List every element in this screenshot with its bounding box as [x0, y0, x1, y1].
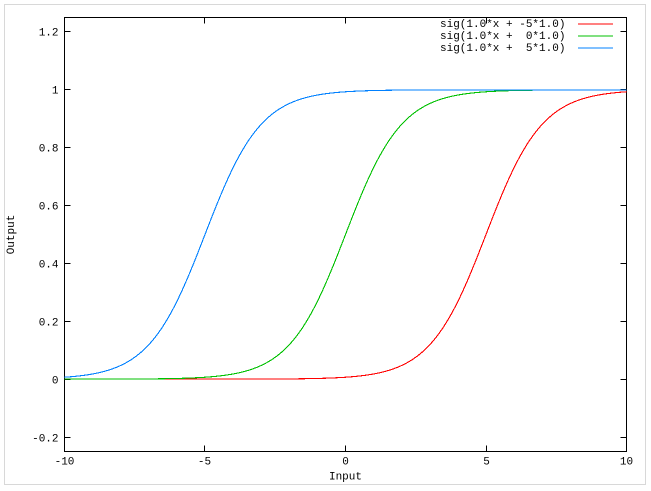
svg-text:sig(1.0*x + 5*1.0): sig(1.0*x + 5*1.0)	[440, 43, 565, 55]
svg-text:sig(1.0*x + -5*1.0): sig(1.0*x + -5*1.0)	[440, 19, 565, 31]
svg-text:1: 1	[52, 86, 59, 98]
svg-text:0.6: 0.6	[39, 202, 59, 214]
svg-text:sig(1.0*x + 0*1.0): sig(1.0*x + 0*1.0)	[440, 31, 565, 43]
svg-text:1.2: 1.2	[39, 28, 59, 40]
svg-text:Output: Output	[6, 215, 18, 255]
svg-text:5: 5	[483, 457, 490, 469]
svg-text:10: 10	[620, 457, 633, 469]
svg-text:0: 0	[52, 376, 59, 388]
svg-text:-10: -10	[55, 457, 75, 469]
svg-text:0.2: 0.2	[39, 318, 59, 330]
svg-text:0.4: 0.4	[39, 260, 59, 272]
svg-text:0.8: 0.8	[39, 144, 59, 156]
svg-text:-5: -5	[198, 457, 211, 469]
svg-text:0: 0	[342, 457, 349, 469]
svg-text:Input: Input	[329, 472, 362, 484]
svg-text:-0.2: -0.2	[32, 434, 58, 446]
